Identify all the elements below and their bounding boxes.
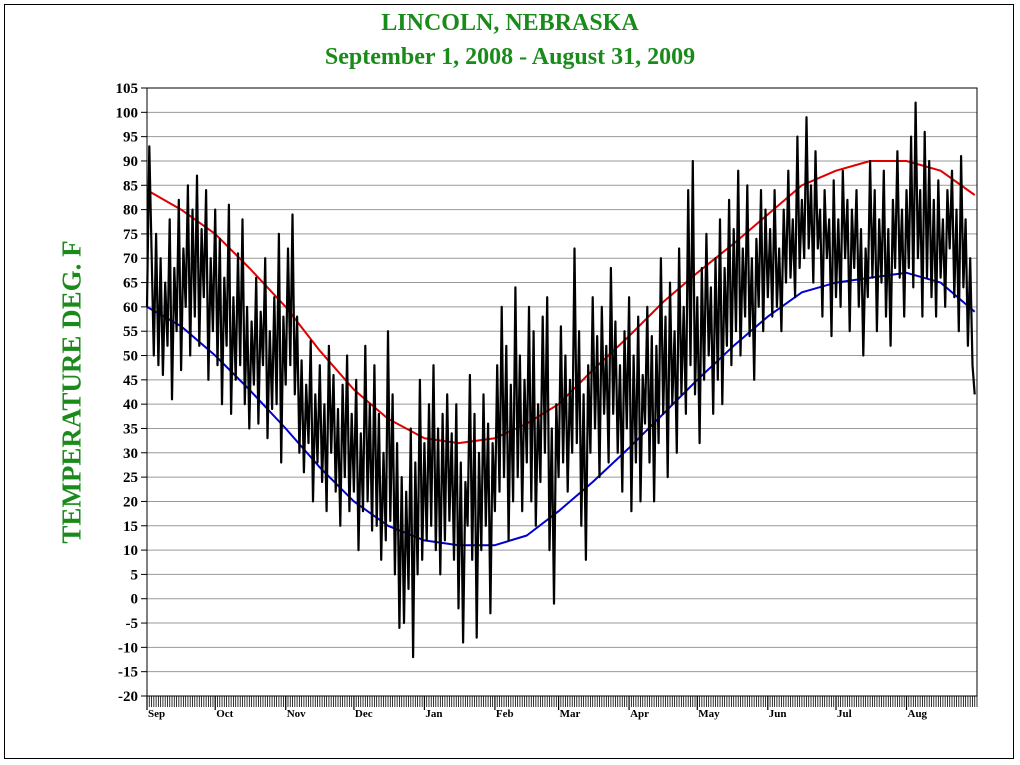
x-month-label: Jan [425, 708, 442, 720]
x-month-label: Nov [287, 708, 306, 720]
chart-title: LINCOLN, NEBRASKA [381, 10, 639, 36]
y-tick-label: -20 [118, 689, 138, 705]
y-tick-label: 5 [131, 567, 139, 583]
x-month-label: Jun [769, 708, 787, 720]
chart-subtitle: September 1, 2008 - August 31, 2009 [324, 44, 696, 70]
series-layer [145, 101, 976, 659]
x-month-label: Apr [630, 708, 649, 720]
plot-area [146, 87, 978, 697]
series-line-0 [146, 160, 976, 445]
y-tick-label: 55 [123, 324, 138, 340]
y-tick-label: 50 [123, 349, 138, 365]
y-tick-label: 60 [123, 300, 138, 316]
x-month-label: Jul [837, 708, 852, 720]
x-month-label: Dec [355, 708, 373, 720]
y-tick-label: 45 [123, 373, 138, 389]
x-month-label: Oct [216, 708, 233, 720]
y-tick-label: 70 [123, 251, 138, 267]
y-axis-ticks: 1051009590858075706560555045403530252015… [116, 81, 147, 705]
x-month-label: Mar [560, 708, 581, 720]
x-month-label: Sep [148, 708, 165, 720]
y-tick-label: 100 [116, 105, 139, 121]
y-tick-label: 0 [131, 592, 139, 608]
y-tick-label: 10 [123, 543, 138, 559]
y-tick-label: -15 [118, 665, 138, 681]
series-line-2 [145, 101, 976, 659]
y-tick-label: 30 [123, 446, 138, 462]
y-tick-label: 75 [123, 227, 138, 243]
y-tick-label: 65 [123, 276, 138, 292]
x-month-label: Feb [496, 708, 514, 720]
y-tick-label: -5 [126, 616, 139, 632]
y-tick-label: 85 [123, 178, 138, 194]
y-tick-label: -10 [118, 640, 138, 656]
y-tick-label: 35 [123, 421, 138, 437]
y-tick-label: 25 [123, 470, 138, 486]
y-tick-label: 90 [123, 154, 138, 170]
y-tick-label: 80 [123, 203, 138, 219]
y-tick-label: 40 [123, 397, 138, 413]
y-tick-label: 15 [123, 519, 138, 535]
x-month-label: Aug [908, 708, 928, 720]
y-tick-label: 105 [116, 81, 139, 97]
x-month-label: May [698, 708, 720, 720]
x-axis-month-labels: Sep Oct Nov Dec Jan Feb Mar Apr May Jun Jul Aug [146, 696, 928, 720]
chart-frame [4, 4, 1014, 759]
y-tick-label: 20 [123, 494, 138, 510]
y-tick-label: 95 [123, 130, 138, 146]
x-axis-ticks [146, 696, 978, 707]
